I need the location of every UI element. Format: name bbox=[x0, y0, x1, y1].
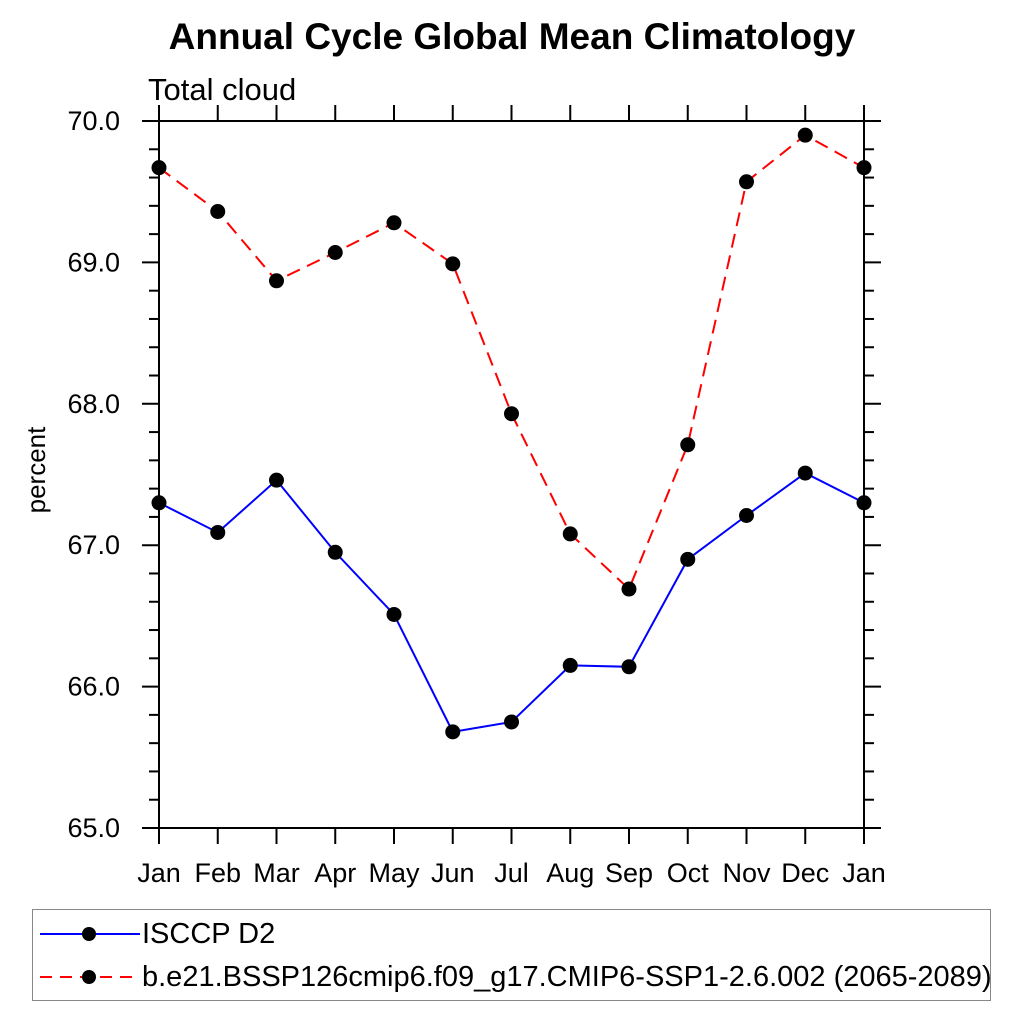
legend-marker bbox=[82, 970, 96, 984]
x-tick-label: May bbox=[368, 858, 420, 888]
y-tick-label: 65.0 bbox=[67, 813, 120, 843]
data-point-marker bbox=[856, 160, 872, 176]
data-point-marker bbox=[856, 495, 872, 511]
legend-marker bbox=[82, 927, 96, 941]
data-point-marker bbox=[151, 495, 167, 511]
x-tick-label: Mar bbox=[253, 858, 300, 888]
y-tick-label: 70.0 bbox=[67, 106, 120, 136]
data-point-marker bbox=[327, 544, 343, 560]
legend-item-isccp-d2: ISCCP D2 bbox=[38, 918, 276, 950]
legend-line-sample-dashed-icon bbox=[40, 970, 140, 984]
data-point-marker bbox=[445, 256, 461, 272]
y-axis-title: percent bbox=[21, 426, 51, 513]
legend: ISCCP D2 b.e21.BSSP126cmip6.f09_g17.CMIP… bbox=[32, 909, 992, 1001]
legend-label-model: b.e21.BSSP126cmip6.f09_g17.CMIP6-SSP1-2.… bbox=[142, 961, 992, 993]
data-point-marker bbox=[386, 215, 402, 231]
data-point-marker bbox=[504, 714, 519, 730]
data-point-marker bbox=[386, 606, 402, 622]
x-tick-label: Nov bbox=[722, 858, 771, 888]
data-point-marker bbox=[680, 437, 696, 453]
data-point-marker bbox=[151, 160, 167, 176]
series-line-1 bbox=[158, 133, 865, 591]
x-tick-label: Apr bbox=[314, 858, 356, 888]
series-line-0 bbox=[158, 471, 865, 733]
data-point-marker bbox=[269, 273, 284, 289]
y-tick-label: 69.0 bbox=[67, 247, 120, 277]
data-point-marker bbox=[621, 659, 637, 675]
x-tick-label: Aug bbox=[546, 858, 594, 888]
chart-title: Annual Cycle Global Mean Climatology bbox=[168, 16, 856, 57]
y-tick-label: 67.0 bbox=[67, 530, 120, 560]
data-point-marker bbox=[445, 724, 461, 740]
data-point-marker bbox=[680, 551, 696, 567]
data-point-marker bbox=[562, 657, 578, 673]
chart-subtitle: Total cloud bbox=[148, 72, 297, 107]
data-point-marker bbox=[562, 526, 578, 542]
data-point-marker bbox=[797, 465, 813, 481]
x-tick-label: Jan bbox=[137, 858, 181, 888]
data-point-marker bbox=[797, 127, 813, 143]
data-point-marker bbox=[504, 406, 519, 422]
x-tick-label: Oct bbox=[667, 858, 710, 888]
y-tick-label: 66.0 bbox=[67, 672, 120, 702]
data-point-marker bbox=[269, 472, 284, 488]
x-tick-label: Feb bbox=[194, 858, 241, 888]
x-tick-label: Jan bbox=[842, 858, 886, 888]
data-point-marker bbox=[739, 174, 754, 190]
x-tick-label: Jul bbox=[494, 858, 529, 888]
y-tick-label: 68.0 bbox=[67, 389, 120, 419]
legend-item-model: b.e21.BSSP126cmip6.f09_g17.CMIP6-SSP1-2.… bbox=[38, 961, 992, 993]
x-tick-label: Sep bbox=[605, 858, 653, 888]
legend-line-sample-solid-icon bbox=[40, 927, 140, 941]
x-tick-label: Dec bbox=[781, 858, 829, 888]
legend-label-isccp-d2: ISCCP D2 bbox=[142, 918, 276, 950]
data-point-marker bbox=[210, 203, 226, 219]
data-point-marker bbox=[739, 508, 754, 524]
data-point-marker bbox=[621, 581, 637, 597]
data-point-marker bbox=[210, 524, 226, 540]
x-tick-label: Jun bbox=[431, 858, 475, 888]
data-point-marker bbox=[327, 245, 343, 261]
